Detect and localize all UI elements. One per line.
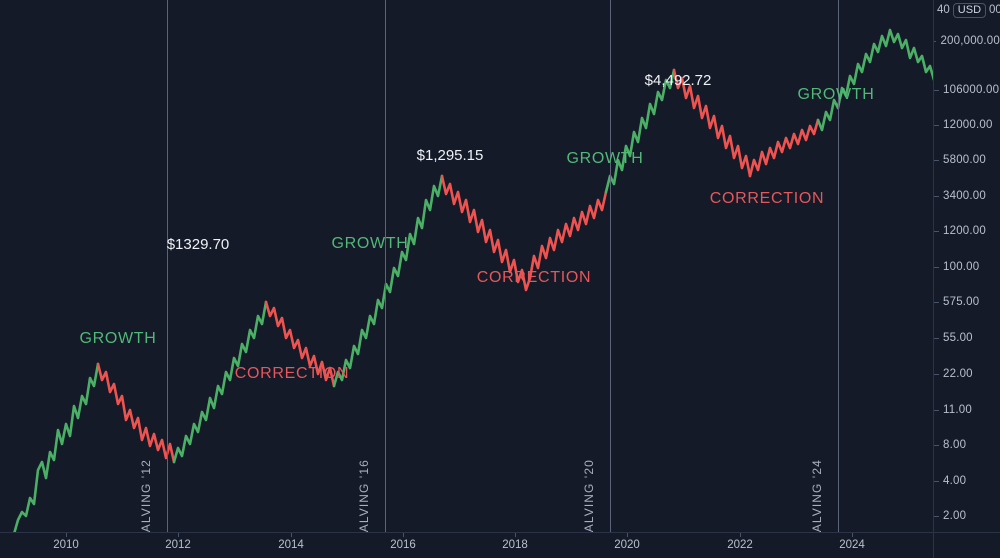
price-tick: 8.00 xyxy=(934,438,1000,452)
time-axis[interactable]: 2010 2012 2014 2016 2018 2020 2022 2024 xyxy=(0,532,934,558)
price-tick: 575.00 xyxy=(934,295,1000,309)
price-tick: 106000.00 xyxy=(934,83,1000,97)
price-line-segment-growth xyxy=(816,28,934,132)
phase-label-growth: GROWTH xyxy=(566,150,644,167)
halving-label: HALVING '12 xyxy=(139,459,153,542)
currency-badge[interactable]: USD xyxy=(952,2,987,18)
halving-label: HALVING '24 xyxy=(810,459,824,542)
phase-label-correction: CORRECTION xyxy=(709,190,825,207)
time-tick-mark xyxy=(740,533,741,537)
price-tick-label: 106000.00 xyxy=(943,84,1000,96)
time-tick-mark xyxy=(852,533,853,537)
currency-row-prefix: 40 xyxy=(937,4,950,16)
price-callout: $4,492.72 xyxy=(644,72,712,89)
currency-row-suffix: 00 xyxy=(989,4,1000,16)
price-line-segment-correction xyxy=(96,362,176,464)
price-tick-mark xyxy=(934,40,937,42)
price-line-segment-correction xyxy=(264,300,336,388)
plot-area[interactable]: HALVING '12 HALVING '16 HALVING '20 HALVING… xyxy=(0,0,934,542)
price-tick: 22.00 xyxy=(934,367,1000,381)
price-tick-mark xyxy=(934,515,939,517)
price-tick: 11.00 xyxy=(934,403,1000,417)
price-callout: $1,295.15 xyxy=(416,147,484,164)
price-tick: 3400.00 xyxy=(934,189,1000,203)
price-axis[interactable]: 40 USD 00 200,000.00 106000.00 12000.00 580… xyxy=(933,0,1000,558)
time-tick-label: 2016 xyxy=(390,539,416,551)
price-tick-label: 5800.00 xyxy=(943,154,986,166)
price-tick: 100.00 xyxy=(934,260,1000,274)
price-tick: 4.00 xyxy=(934,474,1000,488)
axis-corner xyxy=(933,532,1000,558)
price-tick-label: 4.00 xyxy=(943,475,967,487)
price-tick: 200,000.00 xyxy=(934,34,1000,48)
price-tick-label: 8.00 xyxy=(943,439,967,451)
halving-label: HALVING '20 xyxy=(582,459,596,542)
time-tick-mark xyxy=(627,533,628,537)
price-tick-mark xyxy=(934,159,939,161)
price-tick-mark xyxy=(934,301,939,303)
time-tick-mark xyxy=(515,533,516,537)
halving-line xyxy=(610,0,611,533)
price-tick-mark xyxy=(934,266,939,268)
price-tick: 55.00 xyxy=(934,331,1000,345)
price-tick-label: 100.00 xyxy=(943,261,980,273)
currency-row[interactable]: 40 USD 00 xyxy=(934,2,1000,18)
price-tick-label: 1200.00 xyxy=(943,225,986,237)
price-line-segment-correction xyxy=(672,68,752,178)
price-tick-mark xyxy=(934,337,939,339)
price-line-segment-correction xyxy=(440,174,532,292)
phase-label-growth: GROWTH xyxy=(79,330,157,347)
price-tick: 5800.00 xyxy=(934,153,1000,167)
time-tick-mark xyxy=(178,533,179,537)
price-tick-label: 22.00 xyxy=(943,368,973,380)
price-line-segment-growth xyxy=(332,174,444,388)
price-tick-label: 11.00 xyxy=(943,404,972,416)
price-tick-mark xyxy=(934,373,939,375)
time-tick-mark xyxy=(291,533,292,537)
time-tick-label: 2010 xyxy=(53,539,79,551)
price-line-segment-correction xyxy=(528,190,608,280)
phase-label-correction: CORRECTION xyxy=(234,365,350,382)
price-tick-label: 575.00 xyxy=(943,296,980,308)
phase-label-growth: GROWTH xyxy=(797,86,875,103)
halving-line xyxy=(385,0,386,533)
price-line-segment-growth xyxy=(604,68,676,194)
price-tick-label: 2.00 xyxy=(943,510,967,522)
time-tick-label: 2018 xyxy=(502,539,528,551)
price-line-svg xyxy=(12,28,934,533)
price-tick-mark xyxy=(934,444,939,446)
phase-label-correction: CORRECTION xyxy=(476,269,592,286)
price-tick-label: 55.00 xyxy=(943,332,973,344)
price-tick-mark xyxy=(934,480,939,482)
price-tick: 12000.00 xyxy=(934,118,1000,132)
time-tick-label: 2012 xyxy=(165,539,191,551)
price-tick-label: 200,000.00 xyxy=(940,35,1000,47)
price-tick: 2.00 xyxy=(934,509,1000,523)
price-tick-mark xyxy=(934,409,939,411)
time-tick-label: 2020 xyxy=(614,539,640,551)
phase-label-growth: GROWTH xyxy=(331,235,409,252)
time-tick-mark xyxy=(66,533,67,537)
halving-line xyxy=(838,0,839,533)
price-tick: 1200.00 xyxy=(934,224,1000,238)
price-tick-label: 12000.00 xyxy=(943,119,993,131)
halving-line xyxy=(167,0,168,533)
halving-label: HALVING '16 xyxy=(357,459,371,542)
price-tick-mark xyxy=(934,195,939,197)
price-callout: $1329.70 xyxy=(166,236,230,253)
price-line-segment-correction xyxy=(748,118,820,178)
price-tick-mark xyxy=(934,89,939,91)
time-tick-label: 2022 xyxy=(727,539,753,551)
time-tick-mark xyxy=(403,533,404,537)
price-tick-mark xyxy=(934,230,939,232)
price-tick-label: 3400.00 xyxy=(943,190,986,202)
price-line-segment-growth xyxy=(172,300,268,464)
time-tick-label: 2014 xyxy=(278,539,304,551)
price-tick-mark xyxy=(934,124,939,126)
price-line-segment-growth xyxy=(12,362,100,533)
time-tick-label: 2024 xyxy=(839,539,865,551)
